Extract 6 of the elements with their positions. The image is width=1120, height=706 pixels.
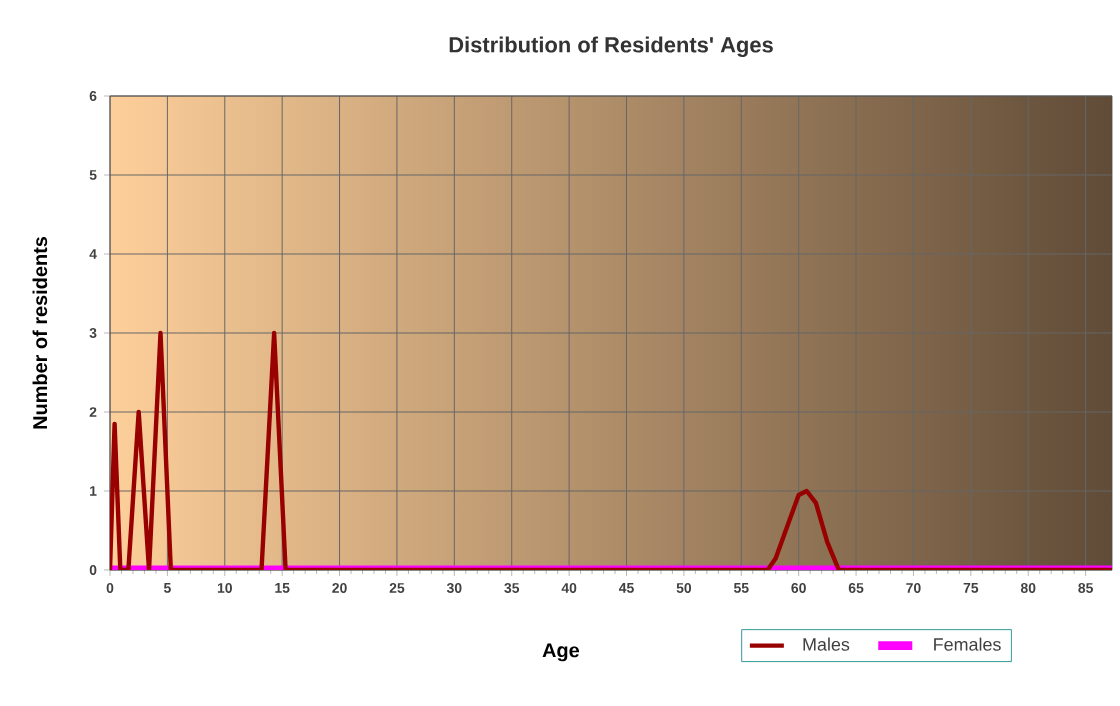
x-axis-title: Age <box>542 643 580 662</box>
legend-label: Males <box>803 637 850 651</box>
y-axis-title: Number of residents <box>32 236 48 429</box>
legend-label: Females <box>934 637 1001 651</box>
chart-title: Distribution of Residents' Ages <box>449 36 773 58</box>
line-series <box>110 330 1113 570</box>
